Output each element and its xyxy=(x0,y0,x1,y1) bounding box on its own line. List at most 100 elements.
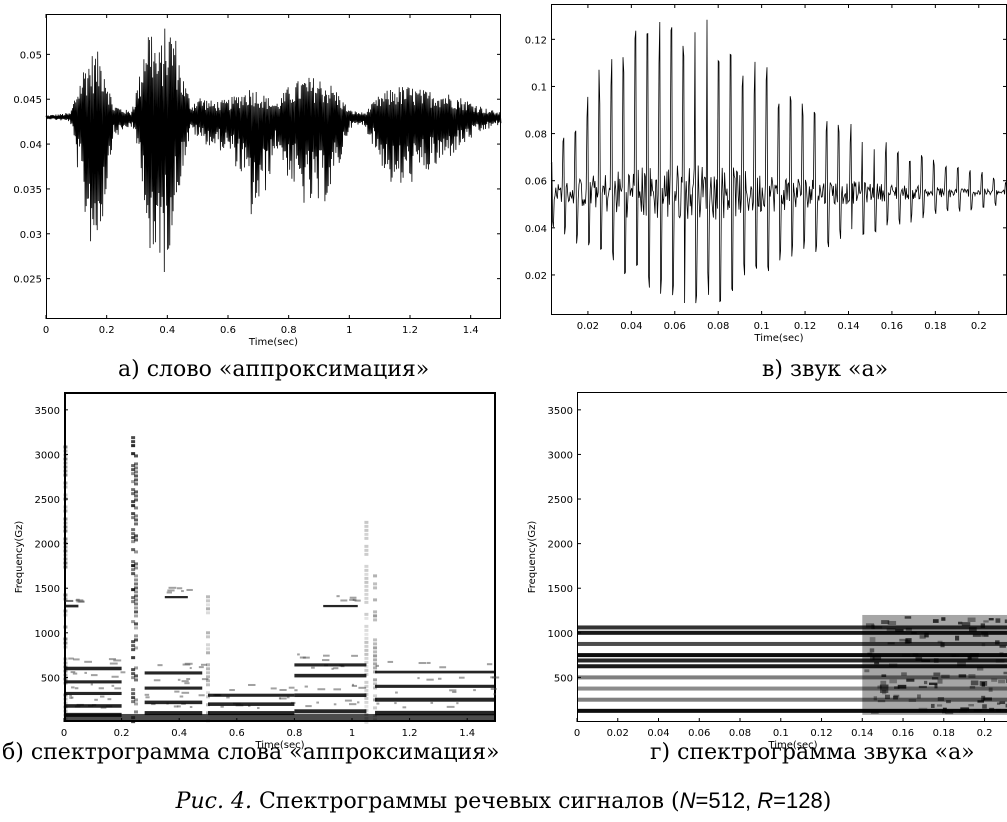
spectrogram-streak xyxy=(131,600,136,604)
spectrogram-speck xyxy=(919,635,926,639)
spectrogram-speck xyxy=(968,627,977,632)
spectrogram-streak xyxy=(134,602,138,606)
spectrogram-streak xyxy=(364,528,369,532)
chart-b: 0 0.2 0.4 0.6 0.8 1 1.2 1.4 500 1000 1500 2000 2500 3… xyxy=(0,390,505,760)
spectrogram-speck xyxy=(84,671,87,674)
spectrogram-streak xyxy=(364,688,369,692)
spectrogram-streak xyxy=(131,480,136,484)
spectrogram-streak xyxy=(206,703,210,707)
spectrogram-streak xyxy=(134,454,138,458)
spectrogram-speck xyxy=(493,693,496,696)
y-tick-label: 3000 xyxy=(548,450,573,461)
spectrogram-streak xyxy=(131,472,136,476)
spectrogram-streak xyxy=(364,588,369,592)
spectrogram-speck xyxy=(167,589,175,592)
spectrogram-streak xyxy=(134,562,138,566)
spectrogram-speck xyxy=(357,701,360,704)
spectrogram-speck xyxy=(924,632,929,638)
spectrogram-speck xyxy=(894,686,900,689)
spectrogram-speck xyxy=(950,653,956,657)
spectrogram-streak xyxy=(373,654,378,658)
spectrogram-streak xyxy=(373,582,378,586)
spectrogram-streak xyxy=(364,576,369,580)
y-tick-label: 0.04 xyxy=(525,224,547,235)
spectrogram-streak xyxy=(63,497,68,501)
spectrogram-speck xyxy=(331,667,334,670)
spectrogram-speck xyxy=(972,634,981,637)
spectrogram-band xyxy=(323,604,358,608)
spectrogram-speck xyxy=(176,587,183,590)
spectrogram-streak xyxy=(63,493,68,497)
spectrogram-band xyxy=(64,691,122,696)
spectrogram-streak xyxy=(131,452,136,456)
spectrogram-speck xyxy=(184,682,190,685)
spectrogram-speck xyxy=(967,617,976,622)
chart-v-svg: 0.02 0.04 0.06 0.08 0.1 0.12 0.14 0.16 0.18 0.2 0.… xyxy=(525,4,1007,344)
spectrogram-speck xyxy=(981,695,986,701)
spectrogram-speck xyxy=(72,672,78,675)
spectrogram-speck xyxy=(198,666,204,669)
spectrogram-speck xyxy=(904,616,912,619)
x-tick-label: 0.1 xyxy=(754,321,770,332)
spectrogram-speck xyxy=(173,705,179,708)
spectrogram-speck xyxy=(186,588,193,591)
spectrogram-streak xyxy=(63,469,68,473)
spectrogram-streak xyxy=(134,466,138,470)
spectrogram-speck xyxy=(186,678,191,681)
spectrogram-streak xyxy=(63,717,68,721)
spectrogram-streak xyxy=(131,532,136,536)
spectrogram-streak xyxy=(63,641,68,645)
spectrogram-band xyxy=(375,697,496,702)
spectrogram-speck xyxy=(65,599,74,602)
spectrogram-band xyxy=(375,710,496,716)
x-tick-label: 0.6 xyxy=(220,325,236,336)
spectrogram-streak xyxy=(63,545,68,549)
spectrogram-speck xyxy=(969,654,979,660)
spectrogram-streak xyxy=(206,683,210,687)
spectrogram-streak xyxy=(63,521,68,525)
chart-a: 0 0.2 0.4 0.6 0.8 1 1.2 1.4 0.025 0.03 0.035 0.04 0.… xyxy=(0,0,505,360)
figure-caption-n-val: =512, xyxy=(695,788,758,813)
spectrogram-speck xyxy=(905,638,912,644)
spectrogram-streak xyxy=(131,596,136,600)
spectrogram-band xyxy=(144,671,203,675)
spectrogram-streak xyxy=(131,688,136,692)
spectrogram-streak xyxy=(131,440,136,444)
x-tick-label: 0.1 xyxy=(773,728,789,739)
spectrogram-streak xyxy=(364,628,369,632)
spectrogram-speck xyxy=(220,705,224,708)
chart-g-svg: 0 0.02 0.04 0.06 0.08 0.1 0.12 0.14 0.16 0.18 0.2 5… xyxy=(527,406,1007,751)
spectrogram-streak xyxy=(131,436,136,440)
x-tick-label: 0.18 xyxy=(933,728,955,739)
spectrogram-streak xyxy=(131,668,136,672)
spectrogram-streak xyxy=(206,651,210,655)
spectrogram-streak xyxy=(373,706,378,710)
spectrogram-streak xyxy=(206,647,210,651)
spectrogram-streak xyxy=(373,614,378,618)
spectrogram-speck xyxy=(387,660,394,663)
spectrogram-speck xyxy=(942,709,947,714)
spectrogram-streak xyxy=(134,638,138,642)
y-tick-label: 2500 xyxy=(548,495,573,506)
spectrogram-speck xyxy=(906,678,915,682)
spectrogram-speck xyxy=(114,687,122,690)
spectrogram-speck xyxy=(923,680,928,685)
figure-caption-n: N xyxy=(679,788,696,813)
spectrogram-streak xyxy=(63,705,68,709)
spectrogram-speck xyxy=(145,696,150,699)
spectrogram-streak xyxy=(63,553,68,557)
spectrogram-speck xyxy=(437,677,442,680)
spectrogram-streak xyxy=(131,672,136,676)
spectrogram-streak xyxy=(131,560,136,564)
spectrogram-streak xyxy=(134,586,138,590)
spectrogram-streak xyxy=(206,631,210,635)
spectrogram-speck xyxy=(1003,671,1007,675)
spectrogram-streak xyxy=(364,720,369,724)
spectrogram-speck xyxy=(109,662,118,665)
y-tick-label: 3500 xyxy=(35,406,60,417)
spectrogram-speck xyxy=(918,707,928,712)
spectrogram-streak xyxy=(63,657,68,661)
spectrogram-streak xyxy=(134,574,138,578)
spectrogram-streak xyxy=(134,494,138,498)
spectrogram-speck xyxy=(458,676,465,679)
